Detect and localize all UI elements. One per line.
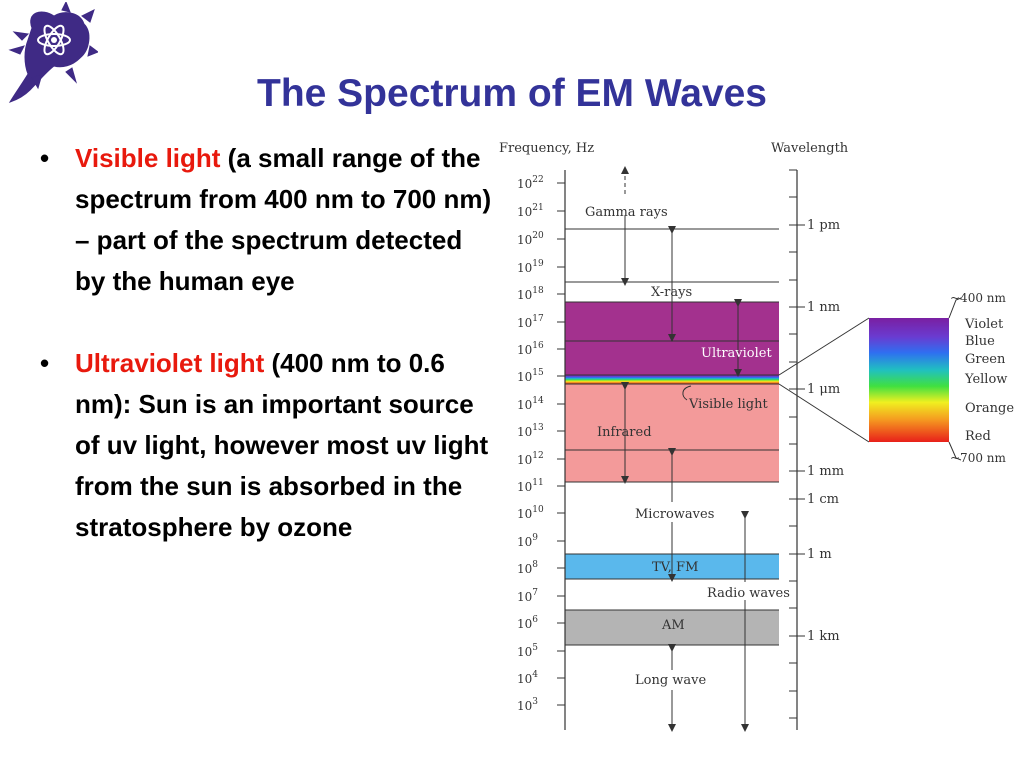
bullet-dot: • [40,143,50,173]
frequency-tick-label: 1016 [517,341,544,357]
visible-band [565,375,779,384]
wavelength-label: 1 cm [807,492,839,507]
color-label-red: Red [965,429,991,444]
band-range-arrows [621,166,749,732]
bullet-text: (a small range of the spectrum from 400 … [75,143,492,296]
frequency-header: Frequency, Hz [499,141,594,156]
frequency-tick-label: 1011 [517,478,544,494]
visible-edge-label: ~700 nm [950,451,1007,465]
visible-light-label: Visible light [688,397,768,412]
frequency-tick-label: 1021 [517,203,544,219]
frequency-ticks [557,182,565,706]
visible-spectrum-gradient [869,318,949,442]
frequency-tick-label: 1020 [517,231,544,247]
frequency-tick-label: 1012 [517,451,544,467]
bullet-visible-light: • Visible light (a small range of the spe… [40,138,495,302]
visible-edge-label: ~400 nm [950,291,1007,305]
microwaves-label: Microwaves [635,507,714,522]
color-label-orange: Orange [965,401,1014,416]
wavelength-ticks [789,169,805,719]
ultraviolet-label: Ultraviolet [701,346,772,361]
frequency-tick-label: 109 [517,533,538,549]
wavelength-label: 1 nm [807,300,840,315]
frequency-tick-label: 1017 [517,314,544,330]
frequency-tick-label: 107 [517,588,538,604]
frequency-tick-label: 104 [517,670,538,686]
bullet-dot: • [40,348,50,378]
wavelength-label: 1 km [807,629,840,644]
color-label-blue: Blue [965,334,995,349]
long-wave-label: Long wave [635,673,707,688]
gamma-rays-label: Gamma rays [585,205,668,220]
frequency-tick-label: 1018 [517,286,544,302]
radio-waves-label: Radio waves [707,586,790,601]
frequency-tick-label: 1019 [517,259,544,275]
frequency-tick-label: 1022 [517,175,544,191]
visible-zoom-lines [778,297,962,461]
wavelength-label: 1 m [807,547,832,562]
tvfm-label: TV, FM [652,560,698,575]
bullet-term: Visible light [75,143,221,173]
am-band [565,610,779,645]
am-label: AM [661,618,685,633]
bullet-ultraviolet-light: • Ultraviolet light (400 nm to 0.6 nm): S… [40,343,495,548]
frequency-tick-label: 1013 [517,423,544,439]
wavelength-header: Wavelength [771,141,849,156]
color-label-violet: Violet [964,317,1004,332]
wavelength-label: 1 pm [807,218,840,233]
color-label-yellow: Yellow [964,372,1007,387]
horned-lizard-logo [8,2,98,103]
frequency-tick-label: 108 [517,560,538,576]
frequency-tick-label: 106 [517,615,538,631]
wavelength-label: 1 mm [807,464,844,479]
slide-title: The Spectrum of EM Waves [257,72,767,115]
frequency-tick-label: 1014 [517,396,544,412]
frequency-tick-label: 1010 [517,505,544,521]
bullet-term: Ultraviolet light [75,348,265,378]
wavelength-label: 1 μm [807,382,840,397]
em-spectrum-diagram: Frequency, Hz Wavelength 1022 1 [499,141,1014,732]
infrared-label: Infrared [597,425,652,440]
frequency-tick-label: 103 [517,697,538,713]
bullet-text: (400 nm to 0.6 nm): Sun is an important … [75,348,489,542]
xrays-label: X-rays [651,285,692,300]
bullet-list: • Visible light (a small range of the spe… [40,138,495,548]
color-label-green: Green [965,352,1006,367]
frequency-tick-label: 1015 [517,368,544,384]
frequency-tick-label: 105 [517,643,538,659]
